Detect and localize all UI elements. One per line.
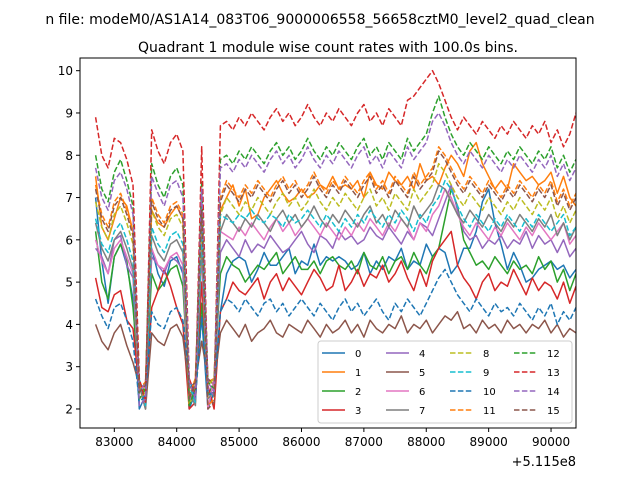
legend-label-13: 13 [547, 368, 560, 379]
chart-title: Quadrant 1 module wise count rates with … [138, 40, 518, 56]
legend-label-6: 6 [419, 387, 425, 398]
legend-label-7: 7 [419, 406, 425, 417]
legend-box [317, 340, 573, 424]
x-tick-label: 84000 [158, 435, 196, 449]
y-tick-label: 4 [65, 318, 73, 332]
series-line-12 [94, 95, 576, 407]
series-line-10 [94, 268, 576, 403]
legend-label-4: 4 [419, 349, 425, 360]
y-tick-label: 10 [58, 64, 73, 78]
legend-label-0: 0 [355, 349, 361, 360]
series-line-9 [94, 179, 576, 407]
legend-label-14: 14 [547, 387, 560, 398]
legend-label-8: 8 [483, 349, 489, 360]
x-tick-label: 88000 [407, 435, 445, 449]
y-tick-label: 8 [65, 149, 73, 163]
x-offset-label: +5.115e8 [512, 455, 576, 470]
axes-frame [79, 57, 577, 429]
legend-label-9: 9 [483, 368, 489, 379]
series-line-5 [94, 310, 576, 410]
y-tick-label: 2 [65, 402, 73, 416]
y-tick-label: 3 [65, 360, 73, 374]
plot-area [94, 69, 576, 410]
y-tick-label: 7 [65, 191, 73, 205]
legend-label-10: 10 [483, 387, 496, 398]
legend-label-12: 12 [547, 349, 560, 360]
x-tick-label: 87000 [345, 435, 383, 449]
y-tick-label: 5 [65, 276, 73, 290]
x-tick-label: 86000 [282, 435, 320, 449]
legend-label-11: 11 [483, 406, 496, 417]
x-tick-label: 85000 [220, 435, 258, 449]
legend-label-2: 2 [355, 387, 361, 398]
x-axis: 83000 84000 85000 86000 87000 88000 89000 90000 [95, 428, 570, 449]
series-line-7 [94, 184, 576, 410]
series-line-13 [94, 69, 576, 403]
y-axis: 2 3 4 5 6 7 8 9 10 [58, 64, 80, 416]
series-line-6 [94, 188, 576, 410]
x-tick-label: 90000 [532, 435, 570, 449]
series-line-14 [94, 112, 576, 407]
legend-label-1: 1 [355, 368, 361, 379]
legend-label-15: 15 [547, 406, 560, 417]
series-line-15 [94, 150, 576, 410]
figure-suptitle: n file: modeM0/AS1A14_083T06_9000006558_… [45, 12, 594, 28]
series-line-8 [94, 162, 576, 407]
legend-label-5: 5 [419, 368, 425, 379]
x-tick-label: 83000 [95, 435, 133, 449]
series-line-0 [94, 188, 576, 410]
series-line-11 [94, 146, 576, 407]
y-tick-label: 9 [65, 106, 73, 120]
legend-label-3: 3 [355, 406, 361, 417]
y-tick-label: 6 [65, 233, 73, 247]
x-tick-label: 89000 [470, 435, 508, 449]
